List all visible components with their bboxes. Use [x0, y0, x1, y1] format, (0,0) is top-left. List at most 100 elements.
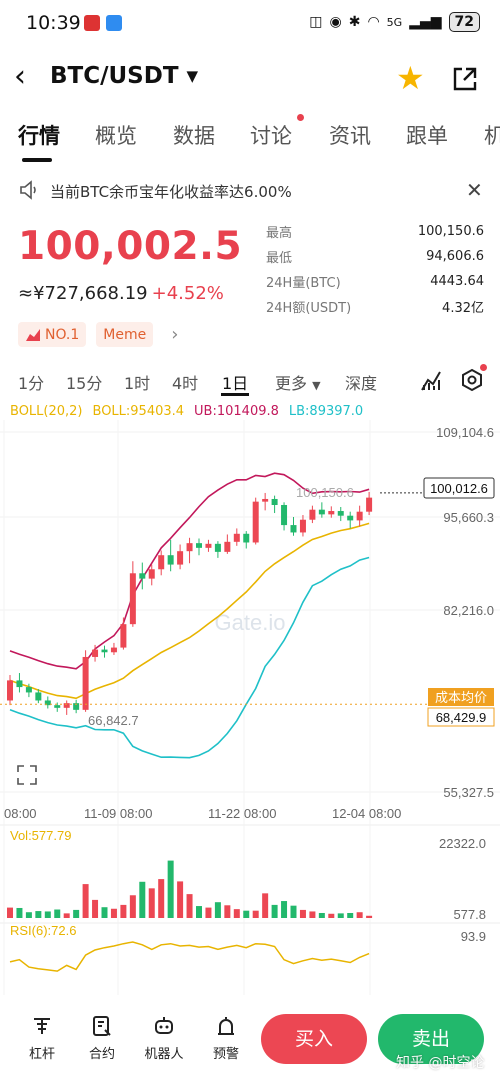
chart-watermark: Gate.io [215, 610, 286, 635]
candle-body [35, 692, 42, 701]
alert-button[interactable]: 预警 [202, 1014, 250, 1062]
boll-lb: LB:89397.0 [288, 404, 364, 419]
tab-more[interactable]: 机 [484, 124, 500, 148]
star-icon[interactable]: ★ [396, 59, 425, 97]
tab-discussion[interactable]: 讨论 [250, 124, 292, 148]
chevron-right-icon[interactable]: › [171, 324, 179, 345]
candles [7, 491, 373, 715]
volume-bar [186, 894, 193, 918]
meme-badge[interactable]: Meme [96, 322, 154, 347]
candle-body [290, 525, 297, 533]
caret-down-icon: ▼ [312, 379, 321, 392]
tab-copytrade[interactable]: 跟单 [406, 124, 448, 148]
interval-more[interactable]: 更多 ▼ [275, 374, 321, 393]
volume-bar [35, 911, 42, 918]
boll-lb-line [9, 556, 370, 759]
header: ‹ BTC/USDT ▼ ★ [0, 48, 500, 110]
volume-bar [7, 907, 13, 918]
interval-1h[interactable]: 1时 [124, 374, 151, 393]
volume-bar [44, 911, 51, 918]
image-watermark: 知乎 @时空论 [396, 1055, 485, 1071]
volume-bar [148, 888, 155, 918]
notice-text: 当前BTC余币宝年化收益率达6.00% [50, 183, 292, 201]
candle-body [243, 533, 250, 543]
candle-body [44, 700, 51, 706]
candle-body [262, 498, 269, 502]
notification-app-icon [84, 15, 100, 31]
interval-1d[interactable]: 1日 [222, 374, 249, 393]
volume-bar [63, 913, 70, 918]
signal-icon: ▂▄▆ [409, 14, 442, 30]
boll-param: BOLL(20,2) [10, 404, 83, 419]
volume-bar [318, 912, 325, 918]
y-tick: 95,660.3 [443, 510, 494, 525]
cost-price: 68,429.9 [436, 710, 487, 725]
tab-market[interactable]: 行情 [18, 124, 60, 148]
candle-body [214, 543, 221, 552]
boll-legend: BOLL(20,2) BOLL:95403.4 UB:101409.8 LB:8… [10, 404, 363, 419]
pair-selector[interactable]: BTC/USDT ▼ [50, 63, 198, 89]
back-icon[interactable]: ‹ [14, 59, 26, 94]
volume-bar [92, 899, 99, 918]
candle-body [16, 680, 23, 688]
notice-banner[interactable]: 当前BTC余币宝年化收益率达6.00% ✕ [0, 170, 500, 212]
rank-badge[interactable]: NO.1 [18, 322, 87, 347]
volume-bar [281, 901, 288, 918]
tab-news[interactable]: 资讯 [329, 124, 371, 148]
kline-chart[interactable]: Gate.io 100,150.6 66,842.7 109,104.6 95,… [0, 420, 500, 995]
interval-4h[interactable]: 4时 [172, 374, 199, 393]
volume-bar [299, 909, 306, 918]
last-price: 100,002.5 [18, 224, 243, 269]
candle-body [337, 511, 344, 516]
stat-high: 最高 100,150.6 [266, 224, 484, 241]
unread-dot [297, 114, 304, 121]
time-axis: 08:00 11-09 08:00 11-22 08:00 12-04 08:0… [4, 806, 401, 821]
rsi-max: 93.9 [461, 929, 486, 944]
interval-15m[interactable]: 15分 [66, 374, 103, 393]
high-marker: 100,150.6 [296, 485, 354, 500]
volume-bar [54, 909, 61, 918]
candle-body [73, 703, 80, 710]
y-tick: 82,216.0 [443, 603, 494, 618]
bot-button[interactable]: 机器人 [140, 1014, 188, 1062]
tab-overview[interactable]: 概览 [95, 124, 137, 148]
indicator-icon[interactable] [420, 368, 442, 392]
cny-price: ≈¥727,668.19 [18, 283, 148, 304]
volume-bar [337, 913, 344, 918]
volume-bar [366, 915, 373, 918]
buy-button[interactable]: 买入 [261, 1014, 367, 1064]
rsi-line [9, 941, 370, 972]
depth-tab[interactable]: 深度 [345, 374, 378, 393]
volume-bar [129, 895, 136, 918]
sell-button[interactable]: 卖出 [378, 1014, 484, 1064]
candle-body [281, 504, 288, 526]
candle-body [347, 515, 354, 521]
share-icon[interactable] [450, 64, 480, 94]
candle-body [110, 647, 117, 653]
battery-level: 72 [448, 12, 480, 32]
volume-bar [177, 881, 184, 918]
futures-button[interactable]: 合约 [78, 1014, 126, 1062]
x-tick: 12-04 08:00 [332, 806, 401, 821]
interval-1m[interactable]: 1分 [18, 374, 45, 393]
candle-body [224, 541, 231, 552]
settings-icon[interactable] [460, 368, 484, 392]
volume-bar [233, 909, 240, 918]
close-icon[interactable]: ✕ [466, 178, 483, 202]
candle-body [356, 511, 363, 521]
leverage-button[interactable]: 杠杆 [18, 1014, 66, 1062]
x-tick: 11-22 08:00 [208, 806, 276, 821]
volume-bar [73, 909, 80, 918]
cny-price-row: ≈¥727,668.19 +4.52% [18, 283, 224, 304]
candle-body [139, 573, 146, 579]
x-tick: 11-09 08:00 [84, 806, 152, 821]
last-price-tag: 100,012.6 [423, 477, 495, 499]
candle-body [186, 543, 193, 552]
ticker-stats: 最高 100,150.6 最低 94,606.6 24H量(BTC) 4443.64 … [266, 219, 484, 319]
fullscreen-icon[interactable] [17, 765, 37, 785]
tab-data[interactable]: 数据 [173, 124, 215, 148]
wifi-icon: ◠ [367, 14, 380, 30]
boll-ub-line [9, 472, 370, 670]
robot-icon [155, 1017, 173, 1034]
volume-bar [271, 904, 278, 918]
